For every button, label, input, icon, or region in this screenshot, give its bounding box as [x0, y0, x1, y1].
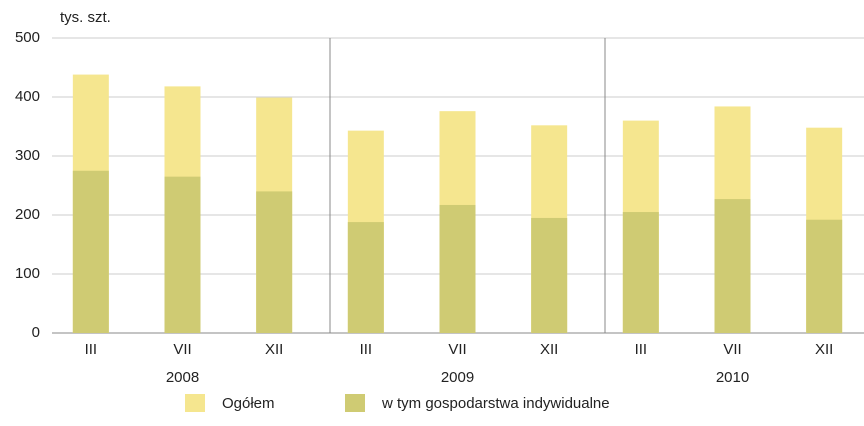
- legend-label: w tym gospodarstwa indywidualne: [381, 395, 610, 412]
- bar: [256, 191, 293, 333]
- x-tick-label: III: [360, 341, 373, 358]
- x-tick-label: VII: [173, 341, 191, 358]
- bar: [72, 170, 109, 333]
- group-label: 2008: [166, 369, 199, 386]
- bar: [622, 212, 659, 333]
- x-tick-label: XII: [815, 341, 833, 358]
- legend-swatch: [345, 394, 365, 412]
- bar: [164, 176, 201, 333]
- bar: [806, 219, 843, 333]
- y-tick-label: 500: [15, 29, 40, 46]
- y-tick-label: 100: [15, 265, 40, 282]
- y-tick-label: 300: [15, 147, 40, 164]
- y-tick-label: 200: [15, 206, 40, 223]
- x-tick-label: XII: [540, 341, 558, 358]
- bar: [439, 204, 476, 333]
- legend-label: Ogółem: [222, 395, 275, 412]
- y-tick-label: 400: [15, 88, 40, 105]
- x-tick-label: VII: [448, 341, 466, 358]
- x-tick-label: III: [635, 341, 648, 358]
- y-tick-label: 0: [32, 324, 40, 341]
- group-label: 2009: [441, 369, 474, 386]
- x-tick-label: XII: [265, 341, 283, 358]
- bar: [531, 217, 568, 333]
- bar: [714, 199, 751, 333]
- x-tick-label: III: [85, 341, 98, 358]
- bar: [347, 222, 384, 333]
- group-label: 2010: [716, 369, 749, 386]
- legend-swatch: [185, 394, 205, 412]
- unit-label: tys. szt.: [60, 9, 111, 26]
- x-tick-label: VII: [723, 341, 741, 358]
